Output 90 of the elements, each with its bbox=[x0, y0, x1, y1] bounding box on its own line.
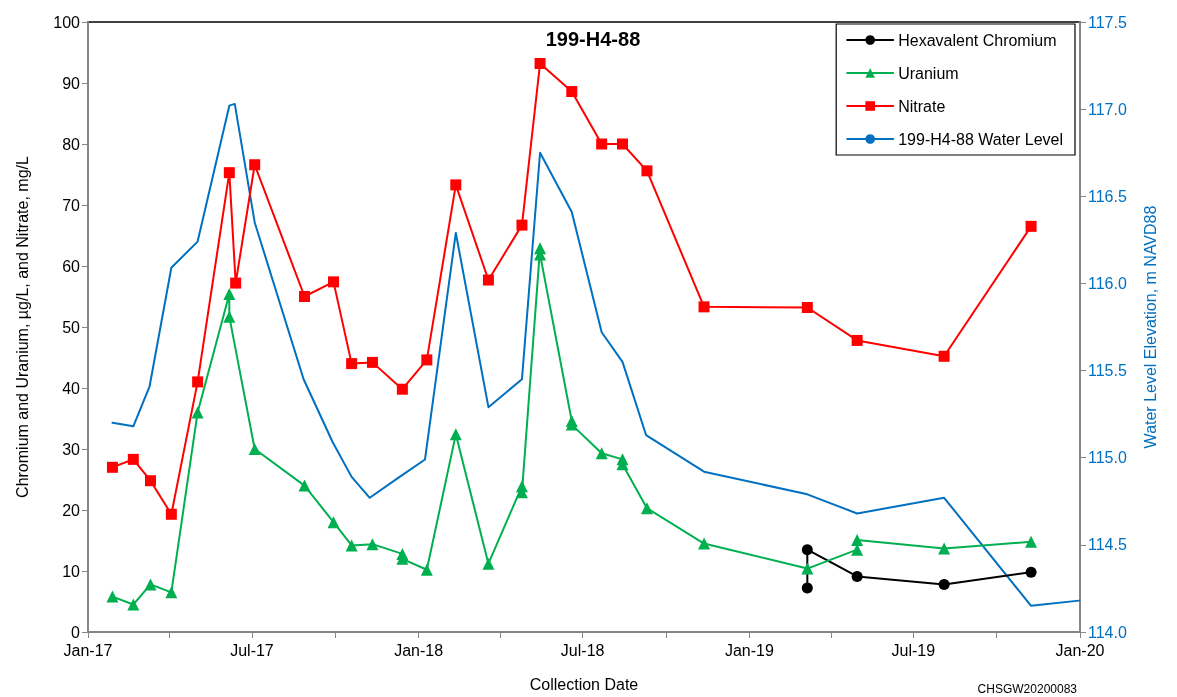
point bbox=[328, 276, 340, 288]
y-tick-label: 50 bbox=[62, 318, 81, 336]
point bbox=[851, 334, 863, 346]
point bbox=[420, 563, 433, 576]
text: CHSGW20200083 bbox=[977, 682, 1078, 696]
y2-tick-label: 117.0 bbox=[1088, 100, 1127, 118]
point bbox=[396, 383, 408, 395]
y-tick-label: 10 bbox=[62, 562, 81, 580]
point bbox=[1025, 220, 1037, 232]
x-tick-label: Jan-19 bbox=[724, 641, 774, 659]
point bbox=[127, 453, 139, 465]
point bbox=[145, 475, 157, 487]
x-tick-label: Jan-20 bbox=[1055, 641, 1105, 659]
x-tick-label: Jul-19 bbox=[891, 641, 936, 659]
x-tick-label: Jan-17 bbox=[63, 641, 113, 659]
point bbox=[596, 138, 608, 150]
point bbox=[851, 570, 863, 582]
point bbox=[801, 301, 813, 313]
point bbox=[450, 179, 462, 191]
y2-tick-label: 114.5 bbox=[1088, 536, 1127, 554]
y2-tick-label: 115.0 bbox=[1088, 449, 1127, 467]
point bbox=[230, 277, 242, 289]
point bbox=[1025, 535, 1038, 548]
point bbox=[298, 479, 311, 492]
y-tick-label: 90 bbox=[62, 74, 81, 92]
y2-tick-label: 116.5 bbox=[1088, 187, 1127, 205]
point bbox=[248, 443, 261, 455]
x-axis-title: Collection Date bbox=[529, 675, 639, 693]
point bbox=[566, 86, 578, 98]
point bbox=[801, 582, 813, 594]
point bbox=[106, 590, 119, 603]
y-tick-label: 60 bbox=[62, 257, 81, 275]
legend-label: Nitrate bbox=[898, 97, 946, 115]
y-axis-title: Chromium and Uranium, µg/L, and Nitrate, mg/L bbox=[13, 156, 31, 498]
point bbox=[421, 354, 433, 366]
point bbox=[345, 539, 358, 552]
point bbox=[449, 428, 462, 441]
x-tick-label: Jan-18 bbox=[394, 641, 444, 659]
point bbox=[223, 310, 236, 323]
point bbox=[165, 508, 177, 520]
y-tick-label: 30 bbox=[62, 440, 81, 458]
line-series bbox=[111, 102, 1081, 607]
point bbox=[223, 288, 236, 301]
y-tick-label: 40 bbox=[62, 379, 81, 397]
point bbox=[640, 502, 653, 515]
point bbox=[851, 533, 864, 546]
point bbox=[482, 274, 494, 286]
point bbox=[938, 542, 951, 555]
legend-label: Uranium bbox=[898, 64, 959, 82]
point bbox=[165, 586, 178, 599]
point bbox=[346, 358, 358, 370]
point bbox=[801, 544, 813, 556]
point bbox=[641, 165, 653, 177]
y2-tick-label: 117.5 bbox=[1088, 13, 1127, 31]
point bbox=[299, 291, 311, 302]
y-tick-label: 70 bbox=[62, 196, 81, 214]
point bbox=[482, 557, 495, 570]
point bbox=[223, 167, 235, 179]
point bbox=[192, 376, 204, 388]
legend-label: Hexavalent Chromium bbox=[898, 31, 1057, 49]
chart-title: 199-H4-88 bbox=[545, 28, 641, 50]
point bbox=[617, 138, 628, 150]
point bbox=[127, 598, 140, 611]
point bbox=[516, 219, 528, 231]
point bbox=[698, 301, 710, 313]
point bbox=[144, 578, 157, 591]
x-tick-label: Jul-17 bbox=[230, 641, 274, 659]
point bbox=[938, 578, 950, 590]
y2-tick-label: 115.5 bbox=[1088, 362, 1127, 380]
point bbox=[1025, 566, 1037, 578]
y-tick-label: 0 bbox=[71, 623, 81, 641]
x-tick-label: Jul-18 bbox=[560, 641, 605, 659]
y-tick-label: 20 bbox=[62, 501, 81, 519]
y2-tick-label: 116.0 bbox=[1088, 274, 1127, 292]
point bbox=[595, 447, 608, 460]
point bbox=[191, 406, 204, 419]
y2-tick-label: 114.0 bbox=[1088, 623, 1127, 641]
point bbox=[698, 537, 711, 550]
point bbox=[327, 516, 340, 529]
point bbox=[801, 562, 814, 575]
point bbox=[249, 159, 261, 171]
y-tick-label: 100 bbox=[53, 13, 81, 31]
point bbox=[534, 57, 546, 69]
y-tick-label: 80 bbox=[62, 135, 81, 153]
point bbox=[106, 461, 118, 473]
point bbox=[938, 350, 950, 362]
point bbox=[366, 356, 378, 368]
point bbox=[366, 538, 379, 551]
legend-label: 199-H4-88 Water Level bbox=[898, 130, 1064, 148]
y2-axis-title: Water Level Elevation, m NAVD88 bbox=[1141, 205, 1159, 449]
